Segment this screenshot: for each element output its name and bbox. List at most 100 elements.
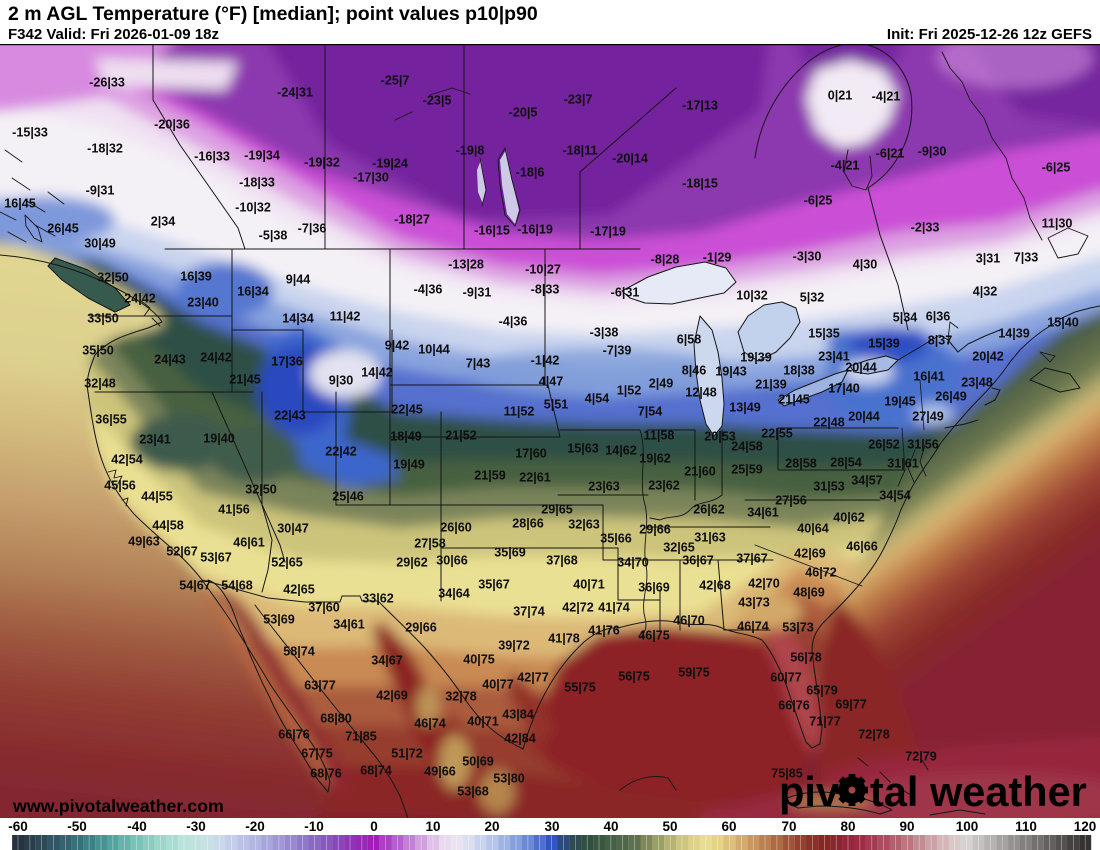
svg-text:17|40: 17|40 (828, 382, 860, 396)
svg-text:40|71: 40|71 (573, 578, 605, 592)
svg-text:-20|36: -20|36 (154, 118, 190, 132)
svg-text:-1|42: -1|42 (531, 354, 560, 368)
svg-text:25|59: 25|59 (731, 463, 763, 477)
svg-text:40: 40 (603, 819, 618, 834)
svg-text:66|76: 66|76 (778, 699, 810, 713)
svg-text:55|75: 55|75 (564, 681, 596, 695)
svg-text:34|54: 34|54 (879, 489, 911, 503)
svg-text:53|73: 53|73 (782, 621, 814, 635)
svg-text:31|63: 31|63 (694, 531, 726, 545)
svg-text:-6|25: -6|25 (804, 194, 833, 208)
svg-text:33|62: 33|62 (362, 592, 394, 606)
svg-text:-7|36: -7|36 (298, 222, 327, 236)
svg-text:46|70: 46|70 (673, 614, 705, 628)
svg-text:18|49: 18|49 (390, 430, 422, 444)
svg-text:24|58: 24|58 (731, 440, 763, 454)
svg-text:33|50: 33|50 (87, 312, 119, 326)
svg-text:46|74: 46|74 (737, 620, 769, 634)
svg-text:-17|19: -17|19 (590, 225, 626, 239)
svg-text:42|70: 42|70 (748, 577, 780, 591)
svg-text:20|42: 20|42 (972, 350, 1004, 364)
svg-text:21|45: 21|45 (229, 373, 261, 387)
svg-text:16|45: 16|45 (4, 197, 36, 211)
svg-text:16|41: 16|41 (913, 370, 945, 384)
svg-text:-19|32: -19|32 (304, 156, 340, 170)
svg-text:-9|31: -9|31 (463, 286, 492, 300)
svg-text:60: 60 (721, 819, 736, 834)
svg-text:32|78: 32|78 (445, 690, 477, 704)
svg-text:11|52: 11|52 (504, 405, 535, 419)
svg-text:42|69: 42|69 (376, 689, 408, 703)
svg-text:-18|32: -18|32 (87, 142, 123, 156)
svg-text:7|43: 7|43 (466, 357, 491, 371)
svg-text:17|60: 17|60 (515, 447, 547, 461)
svg-text:66|76: 66|76 (278, 728, 310, 742)
svg-text:22|48: 22|48 (813, 416, 845, 430)
svg-text:5|51: 5|51 (544, 398, 569, 412)
svg-text:40|75: 40|75 (463, 653, 495, 667)
svg-text:100: 100 (956, 819, 979, 834)
svg-text:10|44: 10|44 (418, 343, 450, 357)
svg-text:0|21: 0|21 (828, 89, 853, 103)
svg-text:19|39: 19|39 (740, 351, 772, 365)
svg-text:23|41: 23|41 (818, 350, 850, 364)
svg-text:2|49: 2|49 (649, 377, 674, 391)
svg-text:-25|7: -25|7 (381, 74, 410, 88)
svg-text:www.pivotalweather.com: www.pivotalweather.com (12, 796, 224, 816)
svg-text:11|42: 11|42 (330, 310, 361, 324)
svg-text:27|58: 27|58 (414, 537, 446, 551)
svg-text:68|74: 68|74 (360, 764, 392, 778)
svg-text:14|42: 14|42 (361, 366, 393, 380)
svg-text:4|54: 4|54 (585, 392, 610, 406)
svg-text:16|34: 16|34 (237, 285, 269, 299)
svg-text:75|85: 75|85 (771, 767, 803, 781)
svg-text:68|80: 68|80 (320, 712, 352, 726)
svg-text:-3|30: -3|30 (793, 250, 822, 264)
svg-text:14|34: 14|34 (282, 312, 314, 326)
svg-text:71|85: 71|85 (345, 730, 377, 744)
svg-text:24|42: 24|42 (200, 351, 232, 365)
svg-text:-18|15: -18|15 (682, 177, 718, 191)
svg-text:4|47: 4|47 (539, 375, 564, 389)
svg-text:4|30: 4|30 (853, 258, 878, 272)
svg-text:90: 90 (899, 819, 914, 834)
svg-text:40|64: 40|64 (797, 522, 829, 536)
svg-text:8|46: 8|46 (682, 364, 707, 378)
svg-text:-3|38: -3|38 (590, 326, 619, 340)
svg-text:53|67: 53|67 (200, 551, 232, 565)
svg-text:20|44: 20|44 (848, 410, 880, 424)
svg-text:-18|6: -18|6 (516, 166, 545, 180)
svg-text:-18|27: -18|27 (394, 213, 430, 227)
svg-text:48|69: 48|69 (793, 586, 825, 600)
svg-text:40|71: 40|71 (467, 715, 499, 729)
svg-text:-20|5: -20|5 (509, 106, 538, 120)
svg-text:7|54: 7|54 (638, 405, 663, 419)
svg-text:41|56: 41|56 (218, 503, 250, 517)
svg-text:46|75: 46|75 (638, 629, 670, 643)
svg-text:31|56: 31|56 (907, 438, 939, 452)
svg-text:-20: -20 (245, 819, 265, 834)
svg-text:30: 30 (544, 819, 559, 834)
svg-text:65|79: 65|79 (806, 684, 838, 698)
svg-text:20|53: 20|53 (704, 430, 736, 444)
svg-text:23|63: 23|63 (588, 480, 620, 494)
svg-text:-10|32: -10|32 (235, 201, 271, 215)
svg-text:-40: -40 (127, 819, 147, 834)
svg-text:F342 Valid: Fri 2026-01-09 18z: F342 Valid: Fri 2026-01-09 18z (8, 26, 219, 43)
svg-text:37|60: 37|60 (308, 601, 340, 615)
svg-text:31|53: 31|53 (813, 480, 845, 494)
svg-text:42|77: 42|77 (517, 671, 549, 685)
svg-text:10|32: 10|32 (736, 289, 768, 303)
svg-text:54|67: 54|67 (179, 579, 211, 593)
svg-text:35|66: 35|66 (600, 532, 632, 546)
svg-text:80: 80 (840, 819, 855, 834)
svg-text:5|34: 5|34 (893, 311, 918, 325)
svg-text:46|61: 46|61 (233, 536, 265, 550)
svg-text:53|68: 53|68 (457, 785, 489, 799)
svg-text:29|66: 29|66 (405, 621, 437, 635)
svg-text:22|61: 22|61 (519, 471, 551, 485)
svg-text:23|48: 23|48 (961, 376, 993, 390)
svg-text:5|32: 5|32 (800, 291, 825, 305)
svg-text:19|62: 19|62 (639, 452, 671, 466)
svg-text:-19|24: -19|24 (372, 157, 408, 171)
